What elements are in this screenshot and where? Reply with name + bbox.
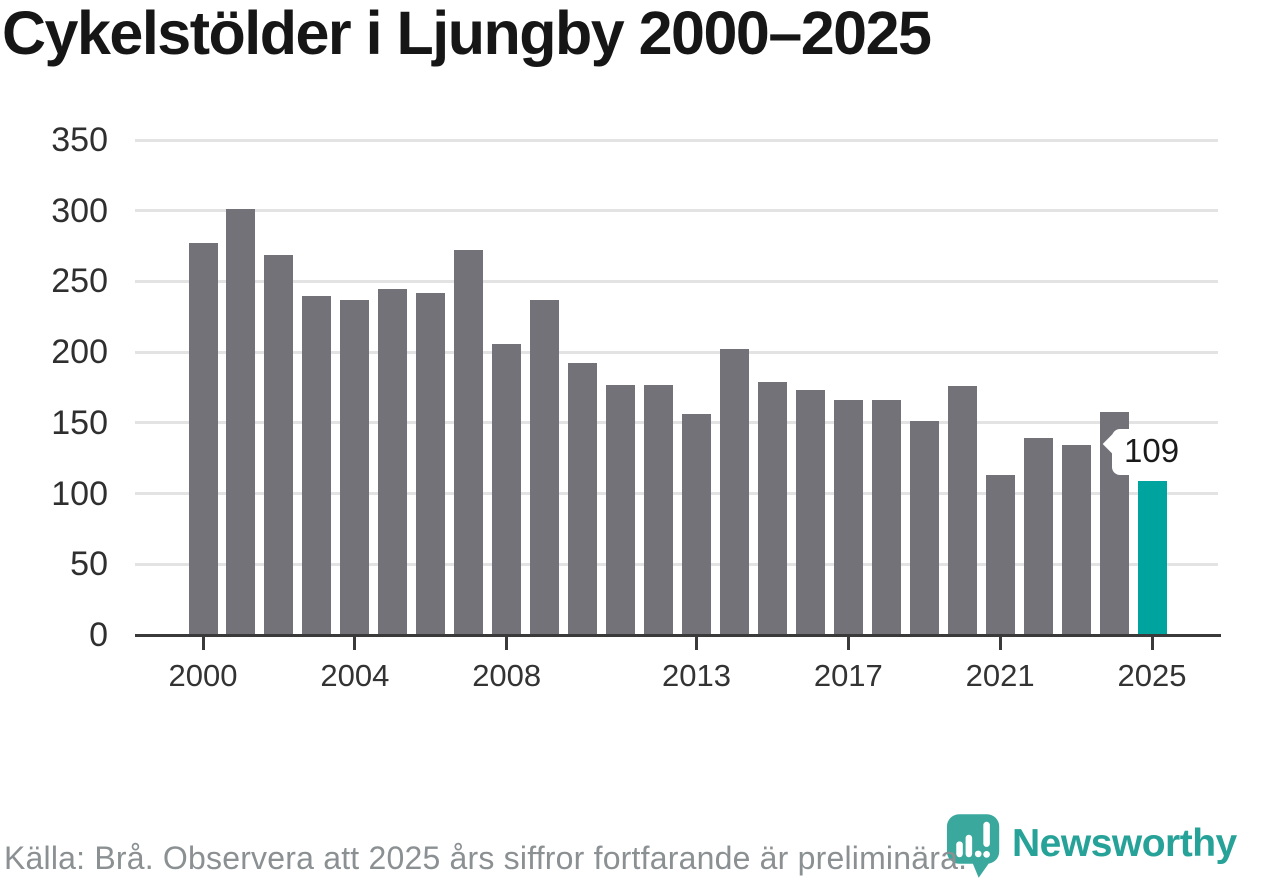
x-axis-tick-2013 [694, 636, 698, 650]
bar-2005 [378, 288, 408, 635]
x-axis-label: 2025 [1117, 658, 1187, 693]
source-note: Källa: Brå. Observera att 2025 års siffr… [4, 840, 968, 876]
bar-2018 [871, 400, 901, 635]
bar-2016 [795, 390, 825, 635]
x-axis-tick-2008 [505, 636, 509, 650]
gridline-350 [135, 138, 1218, 142]
gridline-100 [135, 492, 1218, 496]
x-axis-line [135, 633, 1221, 637]
newsworthy-logo-icon [946, 814, 1000, 878]
bar-2000 [188, 243, 218, 635]
x-axis-label: 2021 [965, 658, 1035, 693]
bar-2021 [985, 475, 1015, 635]
gridline-50 [135, 562, 1218, 566]
y-axis-label: 0 [89, 616, 108, 654]
x-axis-tick-2025 [1150, 636, 1154, 650]
bar-2019 [909, 421, 939, 635]
bar-2004 [340, 299, 370, 635]
y-axis-label: 300 [51, 191, 108, 230]
bar-2010 [568, 363, 598, 635]
x-axis-tick-2017 [846, 636, 850, 650]
gridline-250 [135, 279, 1218, 283]
x-axis-label: 2008 [472, 658, 542, 693]
gridline-200 [135, 350, 1218, 354]
gridline-300 [135, 209, 1218, 213]
bar-2007 [454, 250, 484, 635]
x-axis-label: 2013 [661, 658, 731, 693]
bar-2020 [947, 386, 977, 635]
bar-2003 [302, 295, 332, 635]
gridline-150 [135, 421, 1218, 425]
bar-2002 [264, 254, 294, 635]
value-annotation: 109 [1112, 428, 1190, 475]
bar-2001 [226, 209, 256, 635]
bar-2023 [1061, 445, 1091, 635]
x-axis-label: 2004 [320, 658, 390, 693]
y-axis-label: 250 [51, 262, 108, 301]
bar-2022 [1023, 438, 1053, 635]
x-axis-tick-2004 [353, 636, 357, 650]
y-axis-label: 200 [51, 333, 108, 372]
x-axis-label: 2000 [168, 658, 238, 693]
x-axis-label: 2017 [813, 658, 883, 693]
bar-2012 [644, 384, 674, 635]
bar-2006 [416, 292, 446, 635]
x-axis-tick-2021 [998, 636, 1002, 650]
y-axis-label: 50 [70, 545, 108, 584]
newsworthy-wordmark: Newsworthy [1012, 822, 1237, 865]
bar-2009 [530, 299, 560, 635]
bar-2008 [492, 343, 522, 635]
y-axis-label: 350 [51, 121, 108, 159]
bar-2025 [1137, 480, 1167, 635]
bar-2015 [757, 381, 787, 635]
y-axis-label: 100 [51, 474, 108, 513]
newsworthy-logo: Newsworthy [946, 813, 1237, 879]
bar-2014 [719, 349, 749, 635]
chart-title: Cykelstölder i Ljungby 2000–2025 [2, 0, 932, 67]
bar-2017 [833, 400, 863, 635]
bar-2011 [606, 384, 636, 635]
bar-2013 [681, 414, 711, 635]
x-axis-tick-2000 [201, 636, 205, 650]
y-axis-label: 150 [51, 403, 108, 442]
